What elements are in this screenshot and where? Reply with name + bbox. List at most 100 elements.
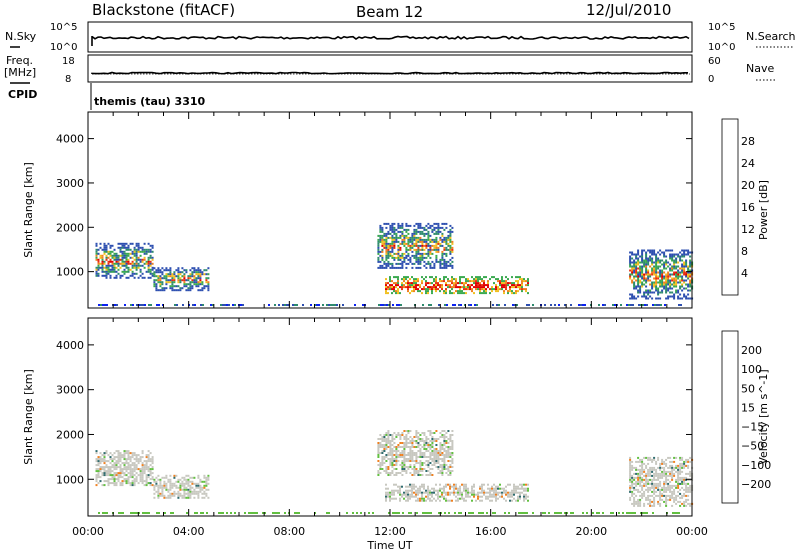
colorbar-tick-label: 12 bbox=[741, 223, 755, 236]
echo-cell bbox=[663, 261, 666, 264]
echo-cell bbox=[443, 248, 446, 251]
echo-cell bbox=[635, 494, 638, 497]
echo-cell bbox=[107, 460, 110, 463]
echo-cell bbox=[564, 304, 566, 306]
echo-cell bbox=[629, 263, 632, 266]
echo-cell bbox=[383, 448, 386, 450]
echo-cell bbox=[185, 492, 188, 495]
echo-cell bbox=[415, 254, 418, 257]
echo-cell bbox=[673, 259, 676, 262]
echo-cell bbox=[197, 277, 200, 280]
echo-cell bbox=[399, 254, 402, 257]
echo-cell bbox=[642, 304, 644, 306]
echo-cell bbox=[677, 289, 680, 292]
echo-cell bbox=[544, 304, 546, 306]
echo-cell bbox=[111, 478, 114, 481]
echo-cell bbox=[395, 452, 398, 454]
echo-cell bbox=[95, 270, 98, 273]
echo-cell bbox=[119, 266, 122, 269]
echo-cell bbox=[143, 248, 146, 251]
echo-cell bbox=[399, 292, 401, 295]
echo-cell bbox=[437, 454, 440, 456]
echo-cell bbox=[645, 466, 648, 469]
echo-cell bbox=[458, 512, 460, 514]
echo-cell bbox=[107, 252, 110, 255]
echo-cell bbox=[387, 491, 389, 494]
echo-cell bbox=[175, 474, 178, 477]
echo-cell bbox=[419, 491, 421, 494]
echo-cell bbox=[663, 494, 666, 497]
echo-cell bbox=[649, 474, 652, 477]
echo-cell bbox=[425, 284, 427, 287]
echo-cell bbox=[679, 458, 682, 461]
echo-cell bbox=[497, 485, 499, 488]
echo-cell bbox=[403, 470, 406, 472]
echo-cell bbox=[641, 458, 644, 461]
echo-cell bbox=[145, 464, 148, 467]
echo-cell bbox=[129, 468, 132, 471]
echo-cell bbox=[399, 286, 401, 289]
echo-cell bbox=[675, 484, 678, 487]
echo-cell bbox=[163, 275, 166, 278]
echo-cell bbox=[179, 486, 182, 489]
echo-cell bbox=[417, 266, 420, 269]
echo-cell bbox=[203, 287, 206, 290]
echo-cell bbox=[354, 304, 356, 306]
echo-cell bbox=[445, 252, 448, 255]
echo-cell bbox=[397, 236, 400, 239]
echo-cell bbox=[175, 289, 178, 292]
echo-cell bbox=[629, 470, 632, 473]
echo-cell bbox=[689, 265, 692, 268]
echo-cell bbox=[489, 489, 491, 492]
echo-cell bbox=[417, 442, 420, 444]
echo-cell bbox=[639, 275, 642, 278]
echo-cell bbox=[393, 228, 396, 231]
echo-cell bbox=[517, 284, 519, 287]
echo-cell bbox=[481, 284, 483, 287]
echo-cell bbox=[234, 512, 236, 514]
echo-cell bbox=[125, 254, 128, 257]
echo-cell bbox=[421, 246, 424, 249]
echo-cell bbox=[655, 470, 658, 473]
echo-cell bbox=[409, 238, 412, 241]
echo-cell bbox=[413, 288, 415, 291]
echo-cell bbox=[105, 270, 108, 273]
echo-cell bbox=[391, 452, 394, 454]
echo-cell bbox=[397, 258, 400, 261]
echo-cell bbox=[393, 266, 396, 269]
echo-cell bbox=[117, 454, 120, 457]
echo-cell bbox=[445, 290, 447, 293]
echo-cell bbox=[423, 260, 426, 263]
echo-cell bbox=[487, 282, 489, 285]
echo-cell bbox=[191, 267, 194, 270]
echo-cell bbox=[127, 450, 130, 453]
echo-cell bbox=[651, 470, 654, 473]
echo-cell bbox=[445, 452, 448, 454]
echo-cell bbox=[413, 234, 416, 237]
echo-cell bbox=[120, 512, 122, 514]
echo-cell bbox=[665, 297, 668, 300]
echo-cell bbox=[427, 462, 430, 464]
echo-cell bbox=[389, 278, 391, 281]
echo-cell bbox=[207, 287, 210, 290]
echo-cell bbox=[655, 281, 658, 284]
echo-cell bbox=[387, 438, 390, 440]
echo-cell bbox=[435, 246, 438, 249]
echo-cell bbox=[127, 276, 130, 279]
echo-cell bbox=[685, 460, 688, 463]
echo-cell bbox=[417, 258, 420, 261]
echo-cell bbox=[417, 487, 419, 490]
echo-cell bbox=[403, 454, 406, 456]
echo-cell bbox=[377, 470, 380, 472]
echo-cell bbox=[399, 499, 401, 502]
echo-cell bbox=[415, 454, 418, 456]
echo-cell bbox=[453, 493, 455, 496]
echo-cell bbox=[633, 263, 636, 266]
echo-cell bbox=[95, 242, 98, 245]
echo-cell bbox=[449, 446, 452, 448]
echo-cell bbox=[419, 252, 422, 255]
echo-cell bbox=[655, 265, 658, 268]
echo-cell bbox=[413, 464, 416, 466]
echo-cell bbox=[637, 285, 640, 288]
echo-cell bbox=[149, 458, 152, 461]
